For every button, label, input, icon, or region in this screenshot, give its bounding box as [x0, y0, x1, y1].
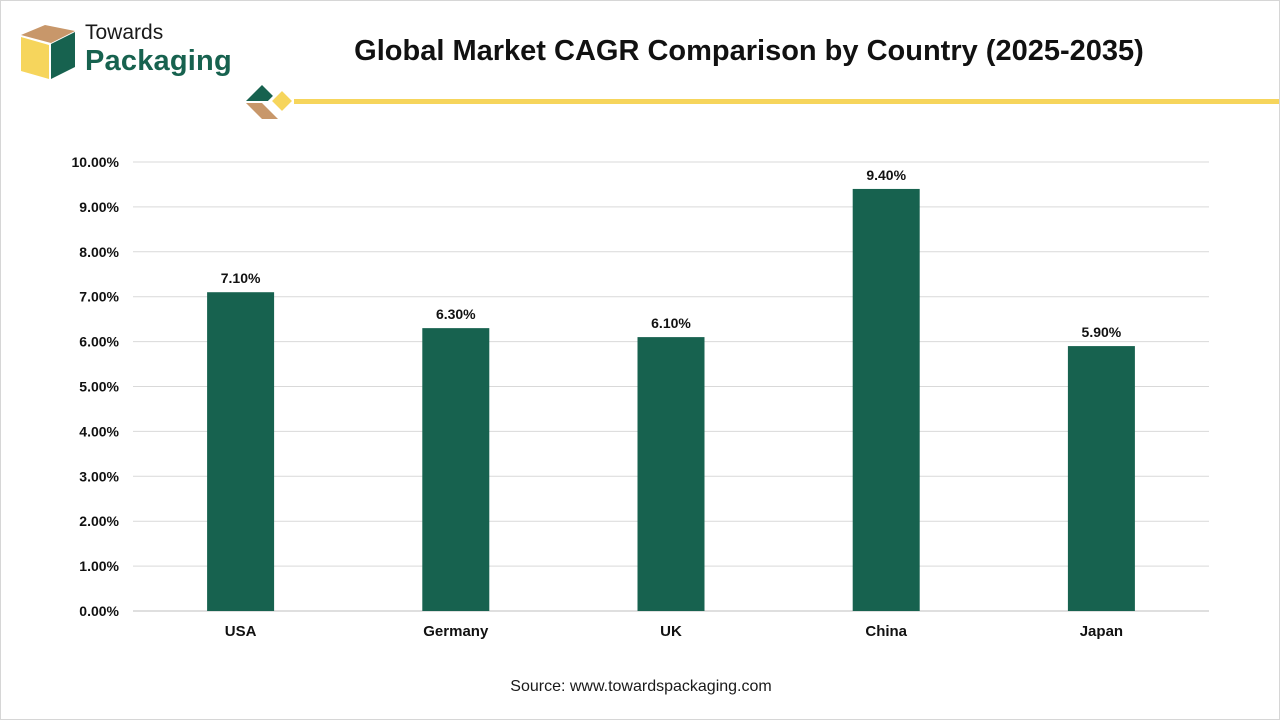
- chart-title: Global Market CAGR Comparison by Country…: [354, 35, 1144, 67]
- box-icon: [21, 25, 75, 79]
- y-tick-label: 4.00%: [79, 423, 119, 439]
- bar: [207, 292, 275, 611]
- data-label: 5.90%: [1082, 324, 1122, 340]
- brand-logo: Towards Packaging: [17, 19, 257, 85]
- y-tick-label: 10.00%: [72, 154, 120, 170]
- x-tick-label: Japan: [1080, 623, 1123, 640]
- bar: [852, 188, 920, 611]
- y-tick-label: 5.00%: [79, 379, 119, 395]
- y-tick-label: 6.00%: [79, 334, 119, 350]
- y-tick-label: 1.00%: [79, 558, 119, 574]
- source-text: Source: www.towardspackaging.com: [510, 678, 772, 695]
- y-tick-label: 2.00%: [79, 513, 119, 529]
- data-label: 6.10%: [651, 315, 691, 331]
- x-tick-label: China: [865, 623, 907, 640]
- bar: [422, 328, 490, 611]
- data-label: 9.40%: [866, 167, 906, 183]
- data-label: 7.10%: [221, 270, 261, 286]
- brand-name-line1: Towards: [85, 21, 164, 44]
- brand-name-line2: Packaging: [85, 45, 232, 77]
- y-tick-label: 7.00%: [79, 289, 119, 305]
- y-tick-label: 0.00%: [79, 603, 119, 619]
- y-tick-label: 8.00%: [79, 244, 119, 260]
- title-underline-decoration: [246, 85, 1279, 119]
- x-tick-label: UK: [660, 623, 682, 640]
- x-tick-label: USA: [225, 623, 257, 640]
- data-label: 6.30%: [436, 306, 476, 322]
- bar-chart: 0.00% 1.00% 2.00% 3.00% 4.00% 5.00% 6.00% 7.00%…: [72, 154, 1209, 640]
- bar: [637, 337, 705, 611]
- y-tick-label: 9.00%: [79, 199, 119, 215]
- x-tick-label: Germany: [423, 623, 489, 640]
- bar: [1067, 346, 1135, 611]
- y-tick-label: 3.00%: [79, 468, 119, 484]
